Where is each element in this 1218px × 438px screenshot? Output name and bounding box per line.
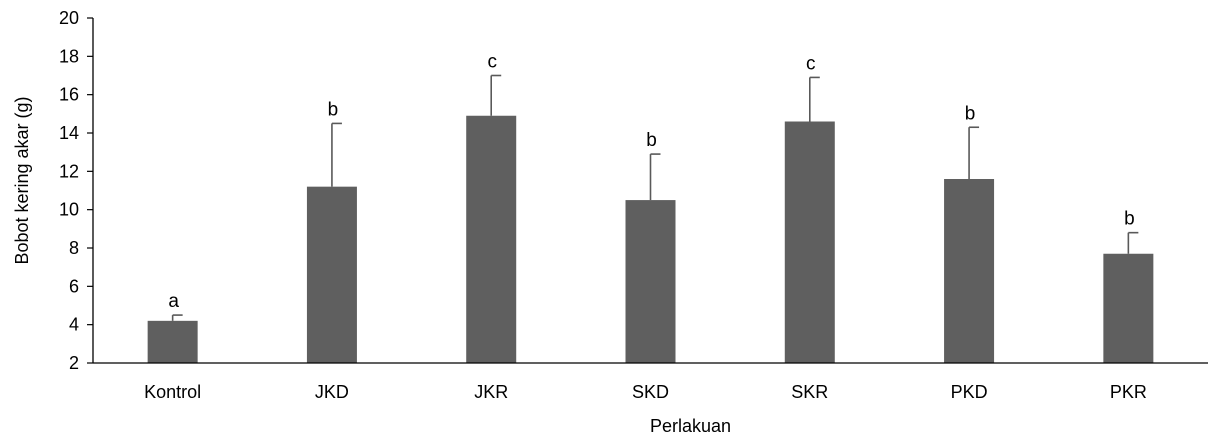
- bars-group: [147, 115, 1154, 363]
- y-tick-label: 16: [59, 85, 79, 105]
- y-axis-ticks: 2 4 6 8 10 12 14 16 18 20: [59, 8, 93, 373]
- bar-jkr: [466, 115, 517, 363]
- x-category-label: JKR: [474, 382, 508, 402]
- significance-labels-group: a b c b c b b: [168, 52, 1134, 313]
- bar-jkd: [306, 186, 357, 363]
- y-tick-label: 12: [59, 161, 79, 181]
- significance-label-skd: b: [646, 130, 657, 151]
- error-bars-group: [171, 74, 1139, 321]
- significance-label-skr: c: [806, 53, 816, 74]
- x-category-label: SKD: [632, 382, 669, 402]
- significance-label-pkd: b: [965, 103, 976, 124]
- y-tick-label: 20: [59, 8, 79, 28]
- y-tick-label: 6: [69, 276, 79, 296]
- x-axis-title: Perlakuan: [650, 416, 731, 436]
- x-category-label: Kontrol: [144, 382, 201, 402]
- bar-kontrol: [147, 320, 198, 363]
- significance-label-kontrol: a: [168, 291, 179, 312]
- y-tick-label: 4: [69, 315, 79, 335]
- x-category-label: SKR: [791, 382, 828, 402]
- x-category-label: PKD: [951, 382, 988, 402]
- x-category-label: PKR: [1110, 382, 1147, 402]
- significance-label-jkd: b: [328, 99, 339, 120]
- y-tick-label: 2: [69, 353, 79, 373]
- y-tick-label: 8: [69, 238, 79, 258]
- y-tick-label: 10: [59, 200, 79, 220]
- x-axis-categories: Kontrol JKD JKR SKD SKR PKD PKR: [144, 382, 1147, 402]
- bar-skd: [625, 200, 676, 363]
- x-category-label: JKD: [315, 382, 349, 402]
- y-tick-label: 18: [59, 46, 79, 66]
- y-axis-title: Bobot kering akar (g): [12, 96, 32, 264]
- bar-pkr: [1103, 253, 1154, 363]
- significance-label-jkr: c: [487, 52, 497, 73]
- bar-skr: [784, 121, 835, 363]
- bar-pkd: [944, 179, 995, 363]
- y-tick-label: 14: [59, 123, 79, 143]
- significance-label-pkr: b: [1124, 209, 1135, 230]
